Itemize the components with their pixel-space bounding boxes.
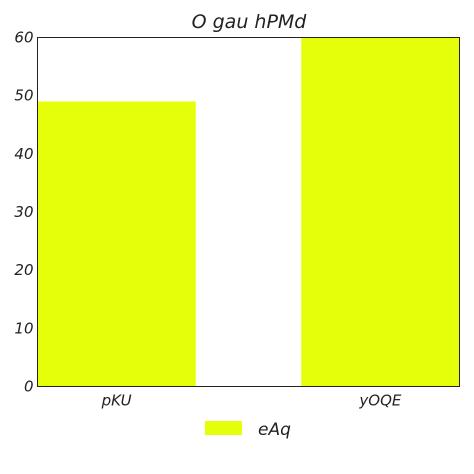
y-axis-ticks: 0 10 20 30 40 50 60 xyxy=(14,29,33,396)
plot-frame xyxy=(37,37,460,387)
x-axis-ticks: pKU yOQE xyxy=(101,392,402,410)
x-tick-label: pKU xyxy=(101,392,132,410)
bars-group xyxy=(37,37,460,387)
y-tick-label: 40 xyxy=(14,145,33,163)
y-tick-label: 60 xyxy=(14,29,33,47)
y-tick-label: 50 xyxy=(14,87,33,105)
chart-title: O gau hPMd xyxy=(192,11,308,33)
x-tick-label: yOQE xyxy=(358,392,401,410)
y-tick-label: 20 xyxy=(14,261,33,279)
legend-swatch-eAq xyxy=(205,421,242,435)
y-tick-label: 10 xyxy=(14,319,33,337)
y-tick-label: 0 xyxy=(24,378,34,396)
y-tick-label: 30 xyxy=(14,203,33,221)
legend-label-eAq: eAq xyxy=(258,420,291,440)
bar-yOQE xyxy=(301,37,460,387)
bar-pKU xyxy=(37,101,196,387)
legend: eAq xyxy=(205,420,291,440)
